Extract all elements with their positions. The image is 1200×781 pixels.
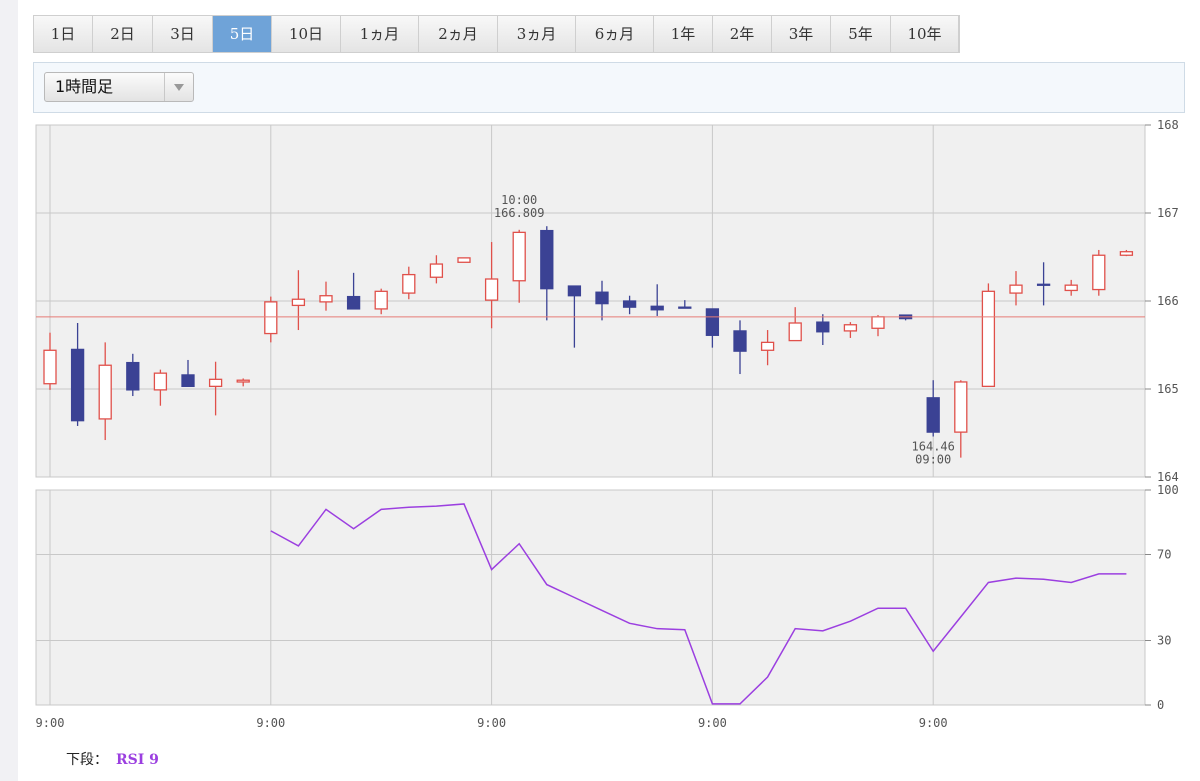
plot-area xyxy=(35,489,1146,706)
period-tab[interactable]: 6ヵ月 xyxy=(576,16,654,52)
period-tab[interactable]: 1ヵ月 xyxy=(341,16,419,52)
candle-body xyxy=(457,257,471,263)
select-panel: 1時間足 xyxy=(33,62,1185,113)
candle-body xyxy=(788,322,802,342)
period-tabs: 1日 2日 3日 5日 10日 1ヵ月 2ヵ月 3ヵ月 6ヵ月 1年 2年 3年 5年 10年 xyxy=(33,15,960,53)
period-tab[interactable]: 5日 xyxy=(213,16,272,52)
x-tick-label: 9:00 xyxy=(256,716,285,730)
candle-body xyxy=(760,341,775,351)
candle-body xyxy=(43,349,57,385)
candle-body xyxy=(70,348,85,422)
candle-body xyxy=(236,379,250,383)
candle-body xyxy=(595,291,609,305)
annotation: 09:00 xyxy=(915,453,951,467)
candle-body xyxy=(429,263,444,278)
candle-body xyxy=(484,278,499,301)
x-tick-label: 9:00 xyxy=(698,716,727,730)
annotation: 164.46 xyxy=(912,440,955,454)
x-tick-label: 9:00 xyxy=(477,716,506,730)
y-tick-label: 167 xyxy=(1157,206,1179,220)
select-text: 1時間足 xyxy=(55,77,114,96)
candle-body xyxy=(926,397,940,433)
y-tick-label: 70 xyxy=(1157,548,1171,562)
period-tab[interactable]: 3日 xyxy=(153,16,213,52)
candle-body xyxy=(1009,284,1023,294)
candle-body xyxy=(153,372,168,391)
candle-body xyxy=(981,290,996,388)
candle-body xyxy=(705,308,720,336)
candle-body xyxy=(126,361,140,391)
candle-body xyxy=(374,290,388,310)
candle-body xyxy=(1036,283,1051,286)
candle-body xyxy=(1119,251,1134,256)
annotation: 166.809 xyxy=(494,206,545,220)
candle-body xyxy=(733,330,747,352)
candle-body xyxy=(843,324,858,332)
candle-body xyxy=(954,381,968,433)
candle-body xyxy=(346,295,361,310)
candle-body xyxy=(98,364,112,420)
candle-body xyxy=(650,305,664,311)
candle-body xyxy=(567,285,582,297)
period-tab[interactable]: 3ヵ月 xyxy=(498,16,576,52)
period-tab[interactable]: 2日 xyxy=(93,16,153,52)
period-tab[interactable]: 3年 xyxy=(772,16,831,52)
period-tab[interactable]: 1日 xyxy=(34,16,93,52)
candle-body xyxy=(208,378,223,388)
candle-body xyxy=(181,374,195,388)
x-tick-label: 9:00 xyxy=(36,716,65,730)
legend-entry: RSI 9 xyxy=(116,752,159,768)
legend: 下段： RSI 9 xyxy=(66,749,159,769)
annotation: 10:00 xyxy=(501,193,537,207)
y-tick-label: 0 xyxy=(1157,698,1164,712)
y-tick-label: 100 xyxy=(1157,483,1179,497)
x-tick-label: 9:00 xyxy=(919,716,948,730)
candle-body xyxy=(816,321,830,333)
candle-body xyxy=(1064,284,1078,292)
y-tick-label: 168 xyxy=(1157,118,1179,132)
candle-body xyxy=(512,231,526,282)
candle-body xyxy=(319,295,333,303)
interval-select[interactable]: 1時間足 xyxy=(44,72,194,102)
period-tab[interactable]: 2年 xyxy=(713,16,772,52)
rsi-line xyxy=(270,503,1127,705)
y-tick-label: 30 xyxy=(1157,634,1171,648)
candle-body xyxy=(540,229,554,290)
candle-body xyxy=(291,298,306,307)
period-tab[interactable]: 10日 xyxy=(272,16,341,52)
candle-body xyxy=(402,273,416,294)
period-tab[interactable]: 1年 xyxy=(654,16,713,52)
candle-body xyxy=(871,316,885,329)
y-tick-label: 164 xyxy=(1157,470,1179,484)
y-tick-label: 166 xyxy=(1157,294,1179,308)
legend-label: 下段： xyxy=(66,752,108,768)
side-band xyxy=(0,0,18,781)
candle-body xyxy=(678,306,692,309)
period-tab[interactable]: 10年 xyxy=(891,16,959,52)
y-tick-label: 165 xyxy=(1157,382,1179,396)
period-tab[interactable]: 5年 xyxy=(831,16,891,52)
period-tab[interactable]: 2ヵ月 xyxy=(419,16,498,52)
candle-body xyxy=(622,300,637,308)
candle-body xyxy=(1092,254,1106,291)
candle-body xyxy=(264,301,278,335)
